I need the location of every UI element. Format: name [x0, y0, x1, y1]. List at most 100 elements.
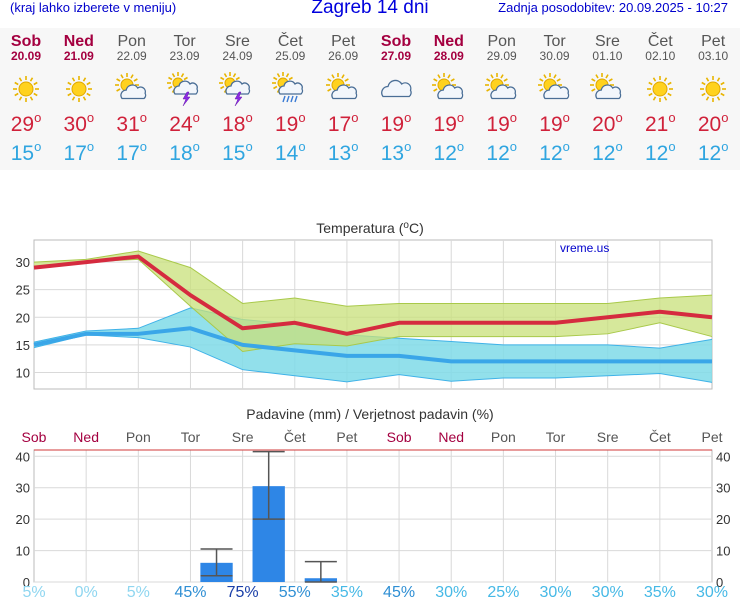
day-name: Ned [63, 33, 94, 50]
day-column: Čet 25.09 19o 14o [264, 28, 316, 165]
min-temperature: 12o [697, 139, 729, 165]
min-temperature: 12o [592, 139, 623, 165]
precip-probability: 35% [331, 584, 363, 600]
max-temperature: 19o [486, 110, 517, 136]
max-temperature: 19o [433, 110, 465, 136]
precip-probability: 45% [174, 584, 206, 600]
y-tick-label-right: 20 [716, 512, 730, 527]
day-column: Ned 28.09 19o 12o [423, 28, 475, 165]
x-tick-label: Tor [181, 429, 201, 445]
y-tick-label-right: 10 [716, 544, 730, 559]
x-tick-label: Pet [701, 429, 722, 445]
day-date: 27.09 [380, 49, 412, 63]
sun-icon [700, 76, 727, 102]
max-temperature: 20o [697, 110, 729, 136]
day-date: 01.10 [592, 49, 623, 63]
precip-probability: 30% [592, 584, 624, 600]
day-name: Čet [277, 33, 303, 50]
day-column: Sre 24.09 18o 15o [211, 28, 263, 165]
day-date: 28.09 [433, 49, 464, 63]
min-temperature: 18o [169, 139, 200, 165]
x-tick-label: Ned [438, 429, 464, 445]
day-column: Pet 03.10 20o 12o [687, 28, 739, 166]
y-tick-label: 10 [16, 544, 30, 559]
day-date: 02.10 [645, 49, 676, 63]
max-temperature: 31o [116, 110, 147, 136]
min-temperature: 15o [10, 139, 42, 165]
tmax-range-band [34, 251, 712, 352]
cloud-icon [381, 79, 412, 98]
day-name: Pon [487, 33, 516, 50]
day-column: Tor 23.09 24o 18o [159, 28, 211, 165]
y-tick-label: 15 [16, 338, 30, 353]
x-tick-label: Čet [649, 429, 671, 445]
day-name: Sob [10, 33, 42, 50]
sun-icon [65, 76, 92, 102]
max-temperature: 24o [169, 110, 200, 136]
x-tick-label: Pon [491, 429, 516, 445]
day-date: 22.09 [116, 49, 147, 63]
top-bar: (kraj lahko izberete v meniju) Zagreb 14… [0, 0, 740, 22]
min-temperature: 17o [116, 139, 147, 165]
x-tick-label: Pet [336, 429, 357, 445]
day-name: Sre [594, 33, 620, 50]
y-tick-label: 25 [16, 283, 30, 298]
sun-cloud-icon [484, 73, 516, 100]
y-tick-label-right: 30 [716, 481, 730, 496]
max-temperature: 19o [274, 110, 306, 136]
day-name: Sob [380, 33, 412, 50]
tmin-line [33, 326, 712, 364]
sun-rain-icon [272, 72, 304, 103]
sun-cloud-icon [326, 73, 358, 100]
day-column: Ned 21.09 30o 17o [53, 28, 105, 166]
sun-cloud-icon [590, 73, 622, 100]
location-menu-hint[interactable]: (kraj lahko izberete v meniju) [10, 0, 177, 15]
precip-probability: 25% [487, 584, 519, 600]
precip-probability: 5% [22, 584, 45, 600]
temperature-chart: Temperatura (oC) 10 15 20 25 30 vreme.us [16, 220, 713, 390]
max-temperature: 19o [539, 110, 570, 136]
day-date: 03.10 [698, 49, 729, 63]
daily-forecast-strip: Sob 20.09 29o 15o Ned 21.09 30o 17o Pon 22.09 31o 1… [0, 28, 740, 170]
max-temperature: 30o [63, 110, 95, 136]
x-tick-label: Sre [232, 429, 254, 445]
precipitation-chart: Padavine (mm) / Verjetnost padavin (%) So… [16, 406, 731, 600]
x-tick-label: Čet [284, 429, 306, 445]
sun-cloud-icon [537, 73, 569, 100]
precip-probability: 30% [540, 584, 572, 600]
y-tick-label: 10 [16, 365, 30, 380]
sun-cloud-icon [114, 73, 146, 100]
tmin-range-band [34, 307, 712, 383]
plot-area [33, 449, 713, 583]
y-tick-label: 20 [16, 310, 30, 325]
y-tick-label: 20 [16, 512, 30, 527]
day-name: Tor [173, 33, 196, 50]
min-temperature: 12o [486, 139, 517, 165]
max-temperature: 29o [10, 110, 42, 136]
tmax-range-band-lower-edge [33, 258, 713, 353]
precip-probability: 30% [435, 584, 467, 600]
y-tick-label: 30 [16, 481, 30, 496]
precip-probability: 5% [127, 584, 150, 600]
day-name: Ned [433, 33, 464, 50]
day-column: Sob 20.09 29o 15o [0, 28, 52, 166]
chart-title: Padavine (mm) / Verjetnost padavin (%) [246, 406, 493, 422]
watermark: vreme.us [560, 241, 609, 255]
y-tick-label: 30 [16, 255, 30, 270]
day-date: 29.09 [486, 49, 517, 63]
x-tick-label: Sob [387, 429, 412, 445]
day-column: Čet 02.10 21o 12o [634, 28, 686, 166]
day-name: Pon [117, 33, 146, 50]
day-date: 24.09 [222, 49, 253, 63]
page-title: Zagreb 14 dni [311, 0, 429, 18]
precip-probability: 35% [644, 584, 676, 600]
day-date: 30.09 [539, 49, 570, 63]
day-name: Čet [647, 33, 673, 50]
tmin-range-band-lower-edge [33, 334, 713, 383]
y-tick-label-right: 0 [716, 575, 723, 590]
tmax-line [33, 254, 713, 336]
y-tick-label-right: 40 [716, 449, 730, 464]
day-column: Pet 26.09 17o 13o [317, 28, 369, 165]
day-column: Tor 30.09 19o 12o [529, 28, 581, 165]
min-temperature: 12o [433, 139, 465, 165]
